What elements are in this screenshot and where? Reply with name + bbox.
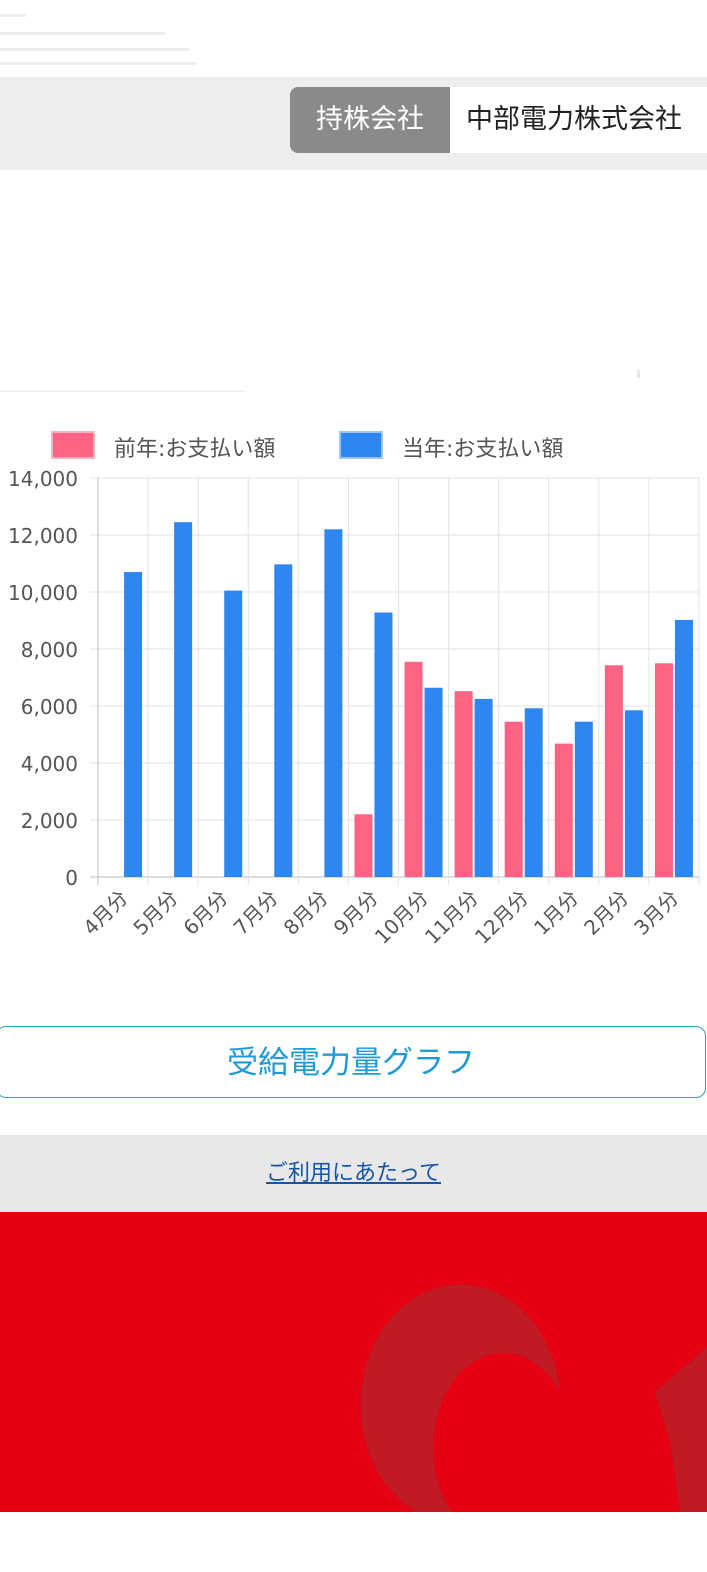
footer-links: ご利用にあたって <box>0 1135 707 1212</box>
y-tick-label: 12,000 <box>8 524 78 548</box>
y-tick-label: 10,000 <box>8 581 78 605</box>
bar-current-year <box>174 522 193 877</box>
x-tick-label: 5月分 <box>128 886 182 940</box>
bar-previous-year <box>654 663 673 877</box>
x-tick-label: 4月分 <box>78 886 132 940</box>
bar-current-year <box>124 572 143 877</box>
y-tick-label: 6,000 <box>21 695 78 719</box>
power-graph-button[interactable]: 受給電力量グラフ <box>0 1026 706 1098</box>
company-name: 中部電力株式会社 <box>450 87 707 153</box>
faded-line <box>0 14 26 17</box>
company-bar: 持株会社 中部電力株式会社 <box>0 77 707 170</box>
bar-current-year <box>474 698 493 877</box>
legend-label: 当年:お支払い額 <box>402 437 563 462</box>
bar-previous-year <box>604 665 623 877</box>
bar-current-year <box>574 721 593 877</box>
faded-line <box>0 62 196 65</box>
terms-link[interactable]: ご利用にあたって <box>266 1161 441 1186</box>
x-tick-label: 3月分 <box>629 886 683 940</box>
bar-current-year <box>224 590 243 877</box>
bar-previous-year <box>554 743 573 877</box>
y-tick-label: 8,000 <box>21 638 78 662</box>
legend-swatch <box>339 431 383 459</box>
bottom-space <box>0 1512 707 1572</box>
chart-svg: 0 2,000 4,000 6,000 8,000 10,000 12,000 14,000 4… <box>8 431 700 949</box>
bar-current-year <box>324 529 343 877</box>
y-tick-label: 14,000 <box>8 467 78 491</box>
faded-line <box>0 48 190 51</box>
x-tick-label: 10月分 <box>370 886 433 949</box>
red-footer <box>0 1212 707 1512</box>
x-tick-label: 7月分 <box>229 886 283 940</box>
brand-mark-icon <box>360 1284 707 1512</box>
x-tick-label: 11月分 <box>420 886 483 949</box>
x-tick-label: 8月分 <box>279 886 333 940</box>
bar-current-year <box>424 687 443 877</box>
bar-current-year <box>624 710 643 877</box>
payment-chart: 0 2,000 4,000 6,000 8,000 10,000 12,000 14,000 4… <box>0 415 707 975</box>
bar-previous-year <box>354 814 373 877</box>
faded-line <box>0 32 166 35</box>
bar-current-year <box>674 619 693 877</box>
bar-current-year <box>274 564 293 877</box>
faded-divider <box>0 390 245 392</box>
y-tick-label: 2,000 <box>21 809 78 833</box>
legend-swatch <box>51 431 95 459</box>
x-tick-label: 2月分 <box>579 886 633 940</box>
bar-current-year <box>524 708 543 877</box>
x-tick-label: 12月分 <box>470 886 533 949</box>
bar-previous-year <box>454 691 473 877</box>
x-tick-label: 6月分 <box>178 886 232 940</box>
x-tick-label: 1月分 <box>529 886 583 940</box>
y-tick-label: 0 <box>65 866 78 890</box>
legend-label: 前年:お支払い額 <box>114 437 275 462</box>
bar-previous-year <box>404 661 423 877</box>
company-label: 持株会社 <box>290 87 450 153</box>
faded-mark <box>637 370 640 378</box>
bar-previous-year <box>504 721 523 877</box>
bar-current-year <box>374 612 393 877</box>
faded-header <box>0 0 707 76</box>
y-tick-label: 4,000 <box>21 752 78 776</box>
